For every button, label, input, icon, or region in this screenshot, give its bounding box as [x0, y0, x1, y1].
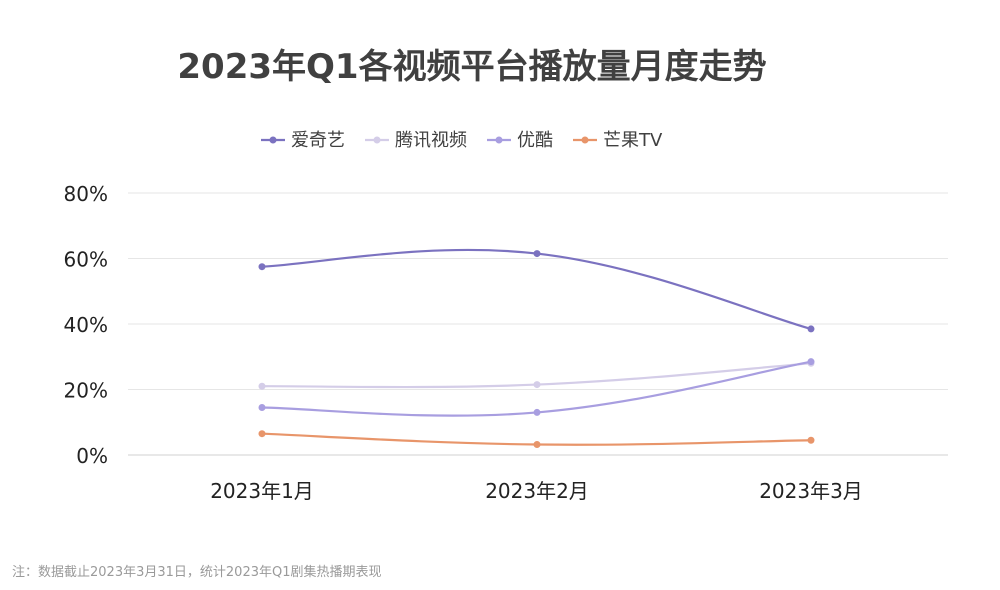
legend-label: 优酷	[517, 130, 553, 151]
data-point	[808, 358, 815, 365]
data-point	[259, 263, 266, 270]
x-axis: 2023年1月 2023年2月 2023年3月	[210, 479, 863, 503]
legend-marker	[582, 137, 589, 144]
data-point	[534, 250, 541, 257]
data-point	[259, 404, 266, 411]
y-tick-label: 20%	[64, 379, 108, 403]
legend-item: 腾讯视频	[365, 130, 467, 151]
data-point	[259, 430, 266, 437]
legend-marker	[496, 137, 503, 144]
y-tick-label: 0%	[76, 444, 108, 468]
series-line	[262, 250, 811, 329]
x-tick-label: 2023年2月	[485, 479, 589, 503]
chart-title: 2023年Q1各视频平台播放量月度走势	[177, 47, 766, 87]
legend-item: 爱奇艺	[261, 130, 345, 151]
y-tick-label: 80%	[64, 182, 108, 206]
series-1	[259, 360, 815, 390]
series-group	[259, 250, 815, 448]
legend-marker	[374, 137, 381, 144]
y-tick-label: 60%	[64, 248, 108, 272]
data-point	[534, 409, 541, 416]
legend-marker	[270, 137, 277, 144]
series-3	[259, 430, 815, 448]
legend-label: 腾讯视频	[395, 130, 467, 151]
data-point	[534, 381, 541, 388]
y-axis: 0% 20% 40% 60% 80%	[64, 182, 108, 468]
y-tick-label: 40%	[64, 313, 108, 337]
legend-item: 芒果TV	[573, 130, 663, 151]
series-0	[259, 250, 815, 333]
data-point	[259, 383, 266, 390]
data-point	[534, 441, 541, 448]
footnote: 注：数据截止2023年3月31日，统计2023年Q1剧集热播期表现	[12, 564, 382, 580]
x-tick-label: 2023年3月	[759, 479, 863, 503]
data-point	[808, 325, 815, 332]
legend-item: 优酷	[487, 130, 553, 151]
legend-label: 芒果TV	[603, 130, 663, 151]
legend: 爱奇艺 腾讯视频 优酷 芒果TV	[261, 130, 663, 151]
legend-label: 爱奇艺	[291, 130, 345, 151]
x-tick-label: 2023年1月	[210, 479, 314, 503]
data-point	[808, 437, 815, 444]
